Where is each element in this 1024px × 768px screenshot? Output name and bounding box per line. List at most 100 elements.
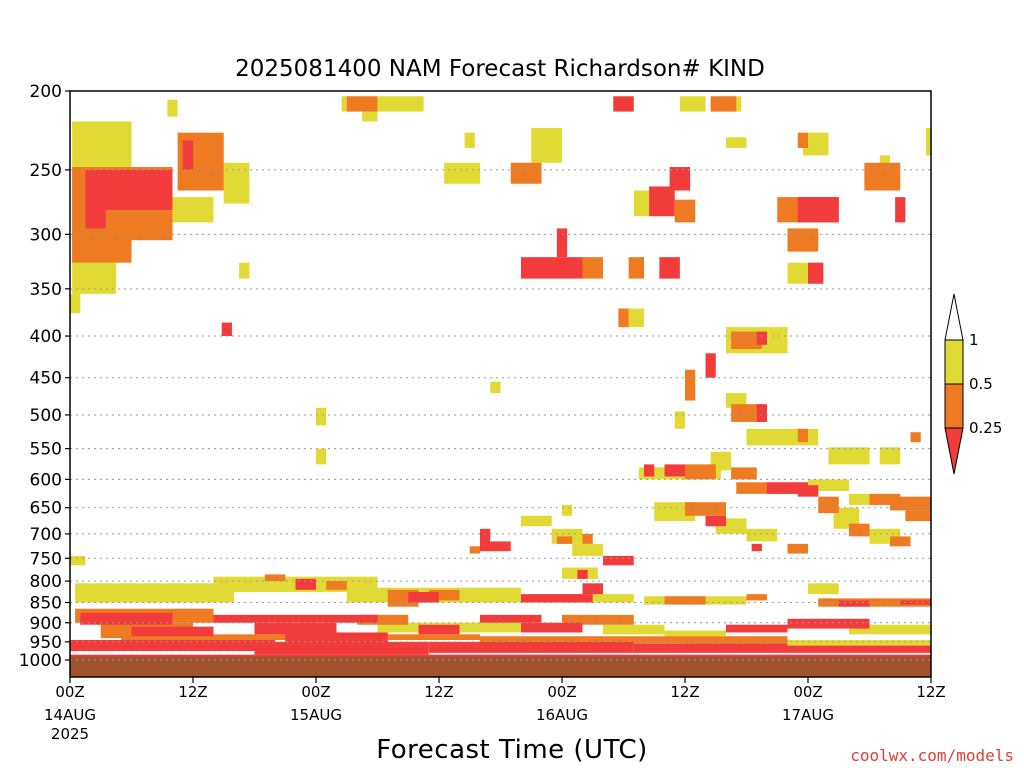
ri-cell-yellow-91 [562, 504, 573, 516]
ri-cell-red-65 [644, 464, 655, 477]
ri-cell-red-129 [131, 626, 214, 637]
ri-cell-yellow-19 [464, 132, 475, 149]
ri-cell-red-125 [900, 600, 931, 605]
y-tick-label-300: 300 [30, 225, 62, 245]
ri-cell-orange-80 [849, 523, 870, 537]
ri-cell-orange-119 [664, 596, 706, 605]
ri-cell-orange-54 [685, 369, 696, 401]
ri-cell-red-71 [767, 482, 808, 494]
ri-cell-red-85 [705, 515, 726, 527]
y-tick-label-900: 900 [30, 614, 62, 634]
x-tick-date-2: 15AUG [290, 706, 342, 724]
color-legend: 0.25 0.5 1 [944, 293, 1002, 475]
ri-cell-yellow-118 [644, 596, 665, 605]
ri-cell-orange-69 [731, 467, 757, 480]
ri-cell-red-99 [603, 555, 634, 566]
ri-cell-orange-82 [890, 536, 911, 547]
legend-bottom-triangle [944, 427, 964, 475]
x-tick-year-0: 2025 [51, 725, 89, 743]
ri-cell-orange-78 [905, 510, 931, 522]
ri-cell-yellow-75 [849, 493, 870, 505]
ri-cell-yellow-58 [674, 411, 685, 429]
x-tick-label-1: 12Z [178, 683, 207, 701]
x-tick-label-3: 12Z [424, 683, 453, 701]
ri-cell-orange-67 [685, 464, 716, 480]
ri-cell-red-3 [85, 209, 106, 229]
ri-cell-red-47 [895, 197, 906, 223]
ri-cell-yellow-61 [828, 447, 870, 465]
ri-cell-red-22 [521, 257, 583, 279]
ri-cell-orange-44 [797, 132, 808, 149]
ri-cell-yellow-104 [490, 381, 501, 394]
ri-cell-red-2 [85, 169, 173, 210]
plot-frame [69, 90, 932, 678]
ri-cell-red-101 [577, 569, 588, 579]
ri-cell-red-89 [751, 543, 762, 552]
ri-cell-red-23 [556, 228, 568, 258]
y-tick-label-450: 450 [30, 369, 62, 389]
ri-cell-yellow-87 [746, 528, 778, 542]
ri-cell-orange-56 [731, 404, 762, 422]
y-tick-label-700: 700 [30, 525, 62, 545]
x-tick-date-4: 16AUG [536, 706, 588, 724]
ri-cell-red-131 [254, 622, 337, 635]
ri-cell-orange-35 [710, 96, 737, 112]
ri-cell-red-136 [480, 614, 542, 623]
x-axis-label: Forecast Time (UTC) [376, 735, 648, 765]
ri-cell-red-31 [649, 186, 675, 217]
ri-cell-red-39 [797, 197, 839, 223]
legend-segment-0 [944, 339, 964, 385]
ri-cell-red-25 [613, 96, 634, 112]
ri-cell-yellow-37 [726, 137, 747, 149]
ri-cell-orange-138 [562, 614, 634, 625]
ri-cell-orange-14 [346, 96, 378, 112]
x-tick-label-5: 12Z [670, 683, 699, 701]
ri-cell-red-72 [797, 485, 819, 497]
ri-cell-orange-63 [910, 432, 921, 443]
ri-cell-orange-60 [797, 428, 808, 443]
ri-cell-yellow-13 [167, 99, 178, 117]
ri-cell-red-115 [521, 594, 593, 603]
ri-cell-orange-8 [72, 234, 132, 263]
y-tick-label-650: 650 [30, 499, 62, 519]
ri-cell-red-93 [485, 541, 511, 552]
ri-cell-yellow-122 [808, 583, 839, 595]
ri-cell-orange-121 [746, 594, 767, 601]
ri-cell-orange-110 [326, 581, 347, 590]
ri-cell-red-52 [756, 331, 767, 345]
ri-cell-orange-84 [685, 502, 726, 516]
ri-cell-orange-28 [628, 257, 644, 279]
ri-cell-yellow-105 [70, 555, 86, 566]
x-tick-label-2: 00Z [301, 683, 330, 701]
ri-cell-orange-114 [428, 589, 460, 601]
ri-cell-yellow-21 [531, 127, 562, 163]
legend-label-0: 0.25 [969, 419, 1002, 437]
y-tick-label-600: 600 [30, 470, 62, 490]
y-tick-label-800: 800 [30, 572, 62, 592]
ri-cell-red-146 [428, 641, 634, 653]
ri-cell-red-109 [295, 578, 316, 590]
ri-cell-yellow-10 [70, 293, 81, 314]
ri-cell-yellow-143 [849, 624, 931, 635]
ri-cell-orange-88 [787, 543, 808, 554]
y-tick-label-400: 400 [30, 327, 62, 347]
y-tick-label-350: 350 [30, 280, 62, 300]
ri-cell-yellow-97 [572, 543, 603, 556]
ri-cell-yellow-34 [679, 96, 706, 112]
ri-cell-red-124 [838, 600, 870, 607]
ri-cell-red-132 [285, 632, 388, 644]
ri-cell-orange-133 [357, 614, 409, 625]
y-tick-label-500: 500 [30, 406, 62, 426]
ri-cell-orange-150 [480, 636, 788, 644]
ri-cell-yellow-79 [833, 507, 860, 529]
ri-cell-yellow-7 [172, 197, 214, 223]
x-tick-label-7: 12Z [916, 683, 945, 701]
ri-cell-yellow-43 [802, 132, 829, 156]
ri-cell-red-130 [213, 614, 378, 623]
ri-field [70, 96, 931, 659]
ri-cell-red-42 [808, 262, 824, 284]
y-tick-label-550: 550 [30, 440, 62, 460]
ri-cell-yellow-17 [362, 111, 378, 122]
ri-cell-red-29 [659, 257, 680, 279]
ri-cell-red-53 [705, 353, 716, 378]
